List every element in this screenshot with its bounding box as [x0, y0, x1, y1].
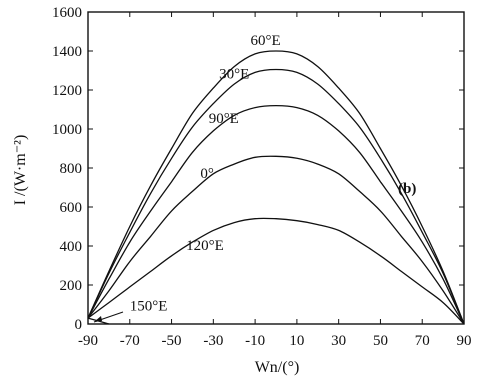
x-tick-label: -10 [245, 333, 265, 349]
curve-label: 120°E [186, 238, 224, 254]
y-tick-label: 0 [75, 317, 83, 333]
curve-label: 0° [200, 166, 214, 182]
x-tick-label: -30 [203, 333, 223, 349]
y-tick-label: 1600 [52, 5, 82, 21]
tick-labels: -90 -70 -50 -30 -10 10 30 50 70 90 0 200 400 600 800 10… [52, 5, 472, 349]
series-line-3 [87, 155, 465, 325]
plot-frame [87, 11, 465, 325]
y-tick-label: 1200 [52, 83, 82, 99]
x-tick-label: 90 [457, 333, 472, 349]
panel-label: (b) [398, 181, 416, 197]
y-tick-label: 800 [60, 161, 83, 177]
x-tick-label: 10 [289, 333, 304, 349]
series-line-1 [87, 68, 465, 325]
x-tick-label: -50 [162, 333, 182, 349]
y-tick-label: 1000 [52, 122, 82, 138]
y-axis-label: I /(W·m⁻²) [12, 135, 29, 206]
curve-label: 30°E [219, 66, 249, 82]
x-tick-label: 30 [331, 333, 346, 349]
x-axis-label: Wn/(°) [255, 359, 300, 376]
pointer-arrowhead [94, 316, 102, 322]
series-line-2 [87, 104, 465, 325]
x-tick-label: 70 [415, 333, 430, 349]
x-tick-label: -90 [78, 333, 98, 349]
series-line-4 [87, 217, 465, 325]
x-tick-label: 50 [373, 333, 388, 349]
curve-label: 150°E [130, 298, 168, 314]
y-tick-label: 200 [60, 278, 83, 294]
x-tick-label: -70 [120, 333, 140, 349]
series-line-0 [87, 50, 465, 325]
y-tick-label: 400 [60, 239, 83, 255]
y-tick-label: 1400 [52, 44, 82, 60]
curves [87, 50, 465, 325]
y-tick-label: 600 [60, 200, 83, 216]
curve-labels: 60°E 30°E 90°E 0° 120°E 150°E [130, 33, 281, 314]
curve-label: 90°E [209, 111, 239, 127]
tick-marks [87, 11, 465, 325]
curve-label: 60°E [250, 33, 280, 49]
